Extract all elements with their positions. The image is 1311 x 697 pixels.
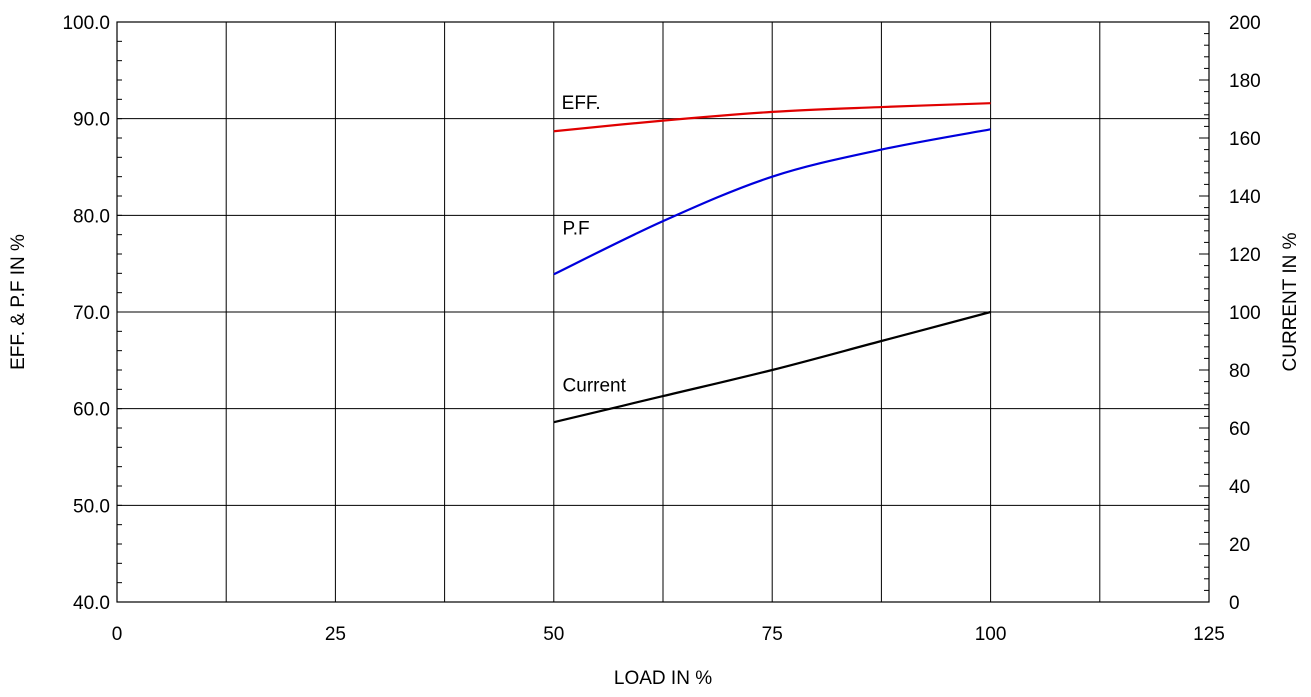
y-left-tick-label: 90.0 <box>73 110 110 131</box>
y-left-tick-label: 50.0 <box>73 496 110 517</box>
y-left-tick-label: 70.0 <box>73 303 110 324</box>
y-right-tick-label: 120 <box>1229 245 1261 266</box>
x-tick-label: 50 <box>543 624 564 645</box>
y-right-tick-label: 60 <box>1229 419 1250 440</box>
y-left-tick-label: 80.0 <box>73 206 110 227</box>
plot-frame <box>116 21 1210 603</box>
y-left-tick-label: 40.0 <box>73 593 110 614</box>
tick-labels: 0 25 50 75 100 125 40.0 50.0 60.0 70.0 80.0 90.0 100… <box>62 13 1260 645</box>
series-label-current: Current <box>563 375 627 396</box>
y-axis-left-label: EFF. & P.F IN % <box>8 234 29 370</box>
series-line-current <box>553 310 991 424</box>
series-line-eff <box>553 102 991 133</box>
series-label-eff: EFF. <box>562 93 601 114</box>
y-right-tick-label: 200 <box>1229 13 1261 34</box>
y-left-tick-label: 100.0 <box>62 13 110 34</box>
y-left-tick-label: 60.0 <box>73 400 110 421</box>
y-right-tick-label: 180 <box>1229 71 1261 92</box>
series-line-pf <box>553 128 991 276</box>
y-right-tick-label: 0 <box>1229 593 1240 614</box>
x-tick-label: 125 <box>1193 624 1225 645</box>
x-tick-label: 100 <box>975 624 1007 645</box>
x-tick-label: 25 <box>325 624 346 645</box>
y-right-tick-label: 40 <box>1229 477 1250 498</box>
x-axis-label: LOAD IN % <box>614 668 712 689</box>
x-tick-label: 0 <box>112 624 123 645</box>
y-right-tick-label: 140 <box>1229 187 1261 208</box>
series-layer <box>553 102 991 424</box>
y-axis-right-label: CURRENT IN % <box>1280 232 1301 371</box>
series-label-pf: P.F <box>563 219 590 240</box>
y-right-tick-label: 80 <box>1229 361 1250 382</box>
y-right-tick-label: 20 <box>1229 535 1250 556</box>
y-right-tick-label: 160 <box>1229 129 1261 150</box>
y-right-tick-label: 100 <box>1229 303 1261 324</box>
x-tick-label: 75 <box>762 624 783 645</box>
